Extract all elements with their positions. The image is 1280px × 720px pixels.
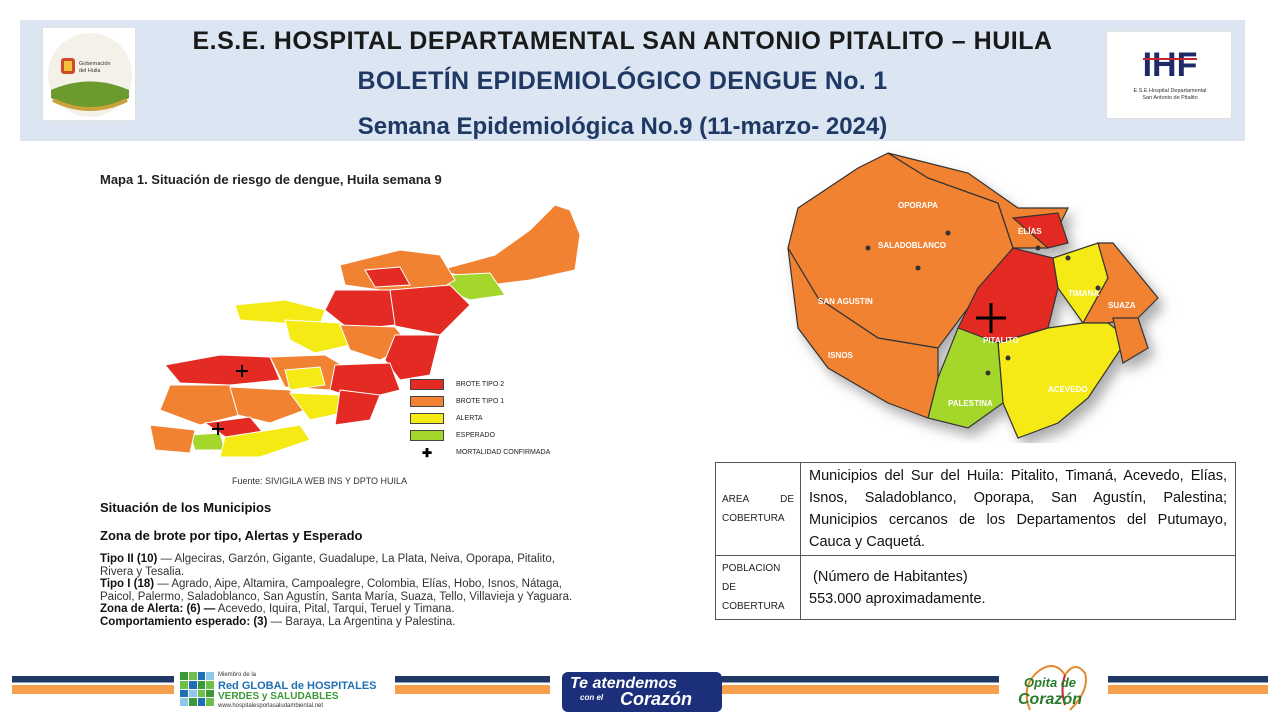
map2-label-isnos: ISNOS [828, 351, 854, 360]
tipo-label: Tipo I (18) [100, 578, 155, 590]
red-global-url: www.hospitalesporlasaludambiental.net [218, 703, 324, 709]
map2-label-oporapa: OPORAPA [898, 201, 938, 210]
legend-label: MORTALIDAD CONFIRMADA [456, 449, 551, 456]
opita-corazon-logo: Opita de Corazón [1010, 655, 1095, 717]
coverage-area-text: Municipios del Sur del Huila: Pitalito, … [800, 462, 1236, 556]
tipo2-line: Tipo II (10) — Algeciras, Garzón, Gigant… [100, 553, 575, 578]
logo-left-text1: Gobernación [79, 61, 111, 67]
coverage-population-row: POBLACION DE COBERTURA (Número de Habita… [715, 555, 1236, 620]
logo-right-mark: IHF [1143, 46, 1198, 84]
municipality-types: Tipo II (10) — Algeciras, Garzón, Gigant… [100, 553, 575, 628]
coverage-population-label: POBLACION DE COBERTURA [715, 555, 801, 620]
legend-row-mortalidad: ✚ MORTALIDAD CONFIRMADA [410, 444, 590, 461]
footer-stripe [12, 676, 174, 694]
map2-label-acevedo: ACEVEDO [1048, 385, 1088, 394]
opita-line2: Corazón [1018, 691, 1082, 708]
legend-swatch [410, 413, 444, 424]
footer-stripe [1108, 676, 1268, 694]
gobernacion-logo: Gobernación del Huila [42, 27, 136, 121]
hospital-logo: IHF E.S.E Hospital Departamental San Ant… [1106, 31, 1232, 119]
red-global-subtitle: VERDES y SALUDABLES [218, 691, 339, 702]
tipo-text: — Algeciras, Garzón, Gigante, Guadalupe,… [100, 553, 555, 578]
footer-stripe [395, 676, 550, 694]
population-units: (Número de Habitantes) [809, 568, 968, 585]
te-atendemos-logo: Te atendemos con el Corazón [562, 672, 722, 712]
alerta-line: Zona de Alerta: (6) — Acevedo, Iquira, P… [100, 603, 575, 616]
red-global-name: Red GLOBAL de HOSPITALES [218, 680, 377, 692]
tipo-text: Acevedo, Iquira, Pital, Tarqui, Teruel y… [215, 603, 455, 615]
red-global-hospitales-logo: Miembro de la Red GLOBAL de HOSPITALES V… [180, 670, 380, 710]
corazon-line2: con el [580, 693, 604, 702]
map2-label-saladoblanco: SALADOBLANCO [878, 241, 946, 250]
coverage-area-label: AREA DE COBERTURA [715, 462, 801, 556]
logo-right-text1: E.S.E Hospital Departamental [1133, 88, 1206, 94]
epidemiological-week: Semana Epidemiológica No.9 (11-marzo- 20… [357, 113, 888, 140]
mortality-marker-icon: ✚ [421, 445, 433, 460]
map2-label-elias: ELÍAS [1018, 227, 1042, 236]
south-huila-map: ACEVEDO SAN AGUSTIN PALESTINA TIMANÁ SUA… [787, 152, 1159, 439]
tipo-label: Comportamiento esperado: (3) [100, 615, 268, 628]
legend-row-brote2: BROTE TIPO 2 [410, 376, 590, 393]
tipo-text: — Baraya, La Argentina y Palestina. [267, 615, 456, 628]
huila-risk-map [149, 204, 581, 458]
map1-source: Fuente: SIVIGILA WEB INS Y DPTO HUILA [232, 476, 408, 486]
corazon-line3: Corazón [620, 689, 692, 709]
legend-label: BROTE TIPO 1 [456, 398, 505, 405]
map2-label-timana: TIMANÁ [1068, 289, 1099, 298]
map2-label-pitalito: PITALITO [983, 336, 1019, 345]
legend-row-alerta: ALERTA [410, 410, 590, 427]
legend-swatch [410, 396, 444, 407]
map1-legend: BROTE TIPO 2 BROTE TIPO 1 ALERTA ESPERAD… [410, 376, 590, 461]
map2-label-san-agustin: SAN AGUSTIN [818, 297, 873, 306]
situation-title: Situación de los Municipios [100, 500, 272, 515]
legend-row-esperado: ESPERADO [410, 427, 590, 444]
map2-label-suaza: SUAZA [1108, 301, 1136, 310]
esperado-line: Comportamiento esperado: (3) — Baraya, L… [100, 616, 575, 629]
map1-title: Mapa 1. Situación de riesgo de dengue, H… [100, 172, 442, 187]
zone-title: Zona de brote por tipo, Alertas y Espera… [100, 528, 363, 543]
legend-label: BROTE TIPO 2 [456, 381, 505, 388]
header-banner [20, 20, 1245, 141]
legend-swatch [410, 379, 444, 390]
tipo-text: — Agrado, Aipe, Altamira, Campoalegre, C… [100, 578, 573, 603]
map2-label-palestina: PALESTINA [948, 399, 993, 408]
coverage-table: AREA DE COBERTURA Municipios del Sur del… [715, 462, 1236, 620]
coverage-population-cell: (Número de Habitantes) 553.000 aproximad… [800, 555, 1236, 620]
red-global-member: Miembro de la [218, 672, 257, 678]
legend-row-brote1: BROTE TIPO 1 [410, 393, 590, 410]
red-global-grid-icon [180, 672, 214, 706]
legend-swatch [410, 430, 444, 441]
opita-line1: Opita de [1024, 675, 1077, 690]
hospital-name-title: E.S.E. HOSPITAL DEPARTAMENTAL SAN ANTONI… [192, 27, 1053, 55]
legend-label: ALERTA [456, 415, 483, 422]
coverage-area-row: AREA DE COBERTURA Municipios del Sur del… [715, 462, 1236, 556]
legend-label: ESPERADO [456, 432, 495, 439]
logo-left-text2: del Huila [79, 68, 101, 74]
tipo1-line: Tipo I (18) — Agrado, Aipe, Altamira, Ca… [100, 578, 575, 603]
tipo-label: Tipo II (10) [100, 553, 158, 565]
footer-stripe [722, 676, 999, 694]
logo-right-text2: San Antonio de Pitalito [1142, 95, 1197, 101]
population-value: 553.000 aproximadamente. [809, 590, 986, 607]
bulletin-title: BOLETÍN EPIDEMIOLÓGICO DENGUE No. 1 [357, 67, 888, 95]
corazon-line1: Te atendemos [570, 675, 677, 692]
tipo-label: Zona de Alerta: (6) — [100, 603, 216, 615]
